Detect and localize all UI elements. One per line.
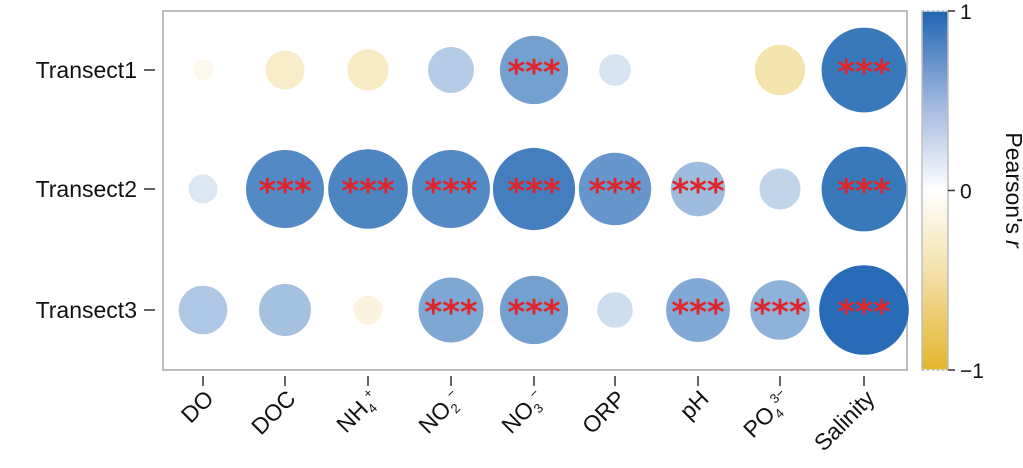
column-label: NO2− — [413, 385, 468, 440]
significance-marker: *** — [507, 293, 561, 333]
significance-layer: *** *** *** *** *** *** *** *** *** *** *** *** *** *… — [258, 53, 891, 333]
colorbar-ticks: 1 0 −1 — [924, 1, 984, 383]
row-label: Transect2 — [36, 176, 137, 202]
bubble-transect2-6 — [670, 161, 726, 217]
significance-marker: *** — [424, 293, 478, 333]
significance-marker: *** — [341, 172, 395, 212]
column-label: DOC — [246, 385, 301, 440]
bubble-transect1-5 — [599, 54, 631, 86]
bubble-transect3-4 — [499, 275, 569, 345]
row-label: Transect3 — [36, 297, 137, 323]
row-label: Transect1 — [36, 57, 137, 83]
bubble-transect1-2 — [347, 49, 389, 91]
bubble-transect2-5 — [578, 152, 652, 226]
bubble-transect3-3 — [418, 277, 484, 343]
bubble-transect2-2 — [328, 149, 408, 229]
colorbar-tick-label: 1 — [960, 1, 972, 24]
bubble-transect1-1 — [265, 50, 305, 90]
column-label: NH4+ — [331, 385, 385, 439]
significance-marker: *** — [507, 172, 561, 212]
bubble-transect3-0 — [178, 285, 228, 335]
column-label: PO43− — [738, 385, 798, 445]
bubble-transect2-3 — [412, 150, 490, 228]
significance-marker: *** — [837, 172, 891, 212]
plot-frame — [162, 10, 908, 371]
colorbar-label: Pearson'sr — [1001, 132, 1023, 249]
bubble-transect3-6 — [666, 278, 730, 342]
significance-marker: *** — [507, 53, 561, 93]
column-label: NO3− — [496, 385, 551, 440]
bubble-transect1-8 — [821, 27, 907, 113]
bubble-transect2-4 — [492, 147, 576, 231]
bubble-transect3-8 — [819, 265, 909, 355]
bubble-transect2-7 — [759, 168, 801, 210]
bubble-layer — [178, 27, 909, 355]
column-label: Salinity — [809, 385, 880, 456]
colorbar-tick-label: −1 — [960, 360, 984, 383]
column-label: ORP — [577, 385, 631, 439]
significance-marker: *** — [671, 293, 725, 333]
significance-marker: *** — [837, 53, 891, 93]
bubble-transect3-5 — [597, 292, 633, 328]
bubble-transect3-2 — [353, 295, 383, 325]
bubble-transect2-1 — [246, 150, 324, 228]
bubble-transect2-0 — [188, 174, 218, 204]
colorbar: 1 0 −1 Pearson'sr — [921, 1, 1023, 383]
bubble-transect1-0 — [192, 59, 214, 81]
column-label: DO — [176, 385, 219, 428]
row-labels: Transect1 Transect2 Transect3 — [36, 57, 155, 323]
bubble-transect2-8 — [821, 146, 907, 232]
bubble-transect1-7 — [754, 44, 806, 96]
bubble-transect3-7 — [750, 280, 810, 340]
significance-marker: *** — [671, 172, 725, 212]
significance-marker: *** — [753, 293, 807, 333]
column-labels: DO DOC NH4+ NO2− NO3− ORP pH PO43− Salinity — [176, 376, 880, 456]
significance-marker: *** — [588, 172, 642, 212]
colorbar-tick-label: 0 — [960, 181, 972, 204]
column-label: pH — [674, 385, 713, 424]
significance-marker: *** — [258, 172, 312, 212]
bubble-transect1-3 — [428, 47, 474, 93]
significance-marker: *** — [837, 293, 891, 333]
bubble-transect1-4 — [499, 35, 569, 105]
significance-marker: *** — [424, 172, 478, 212]
bubble-transect3-1 — [259, 284, 311, 336]
